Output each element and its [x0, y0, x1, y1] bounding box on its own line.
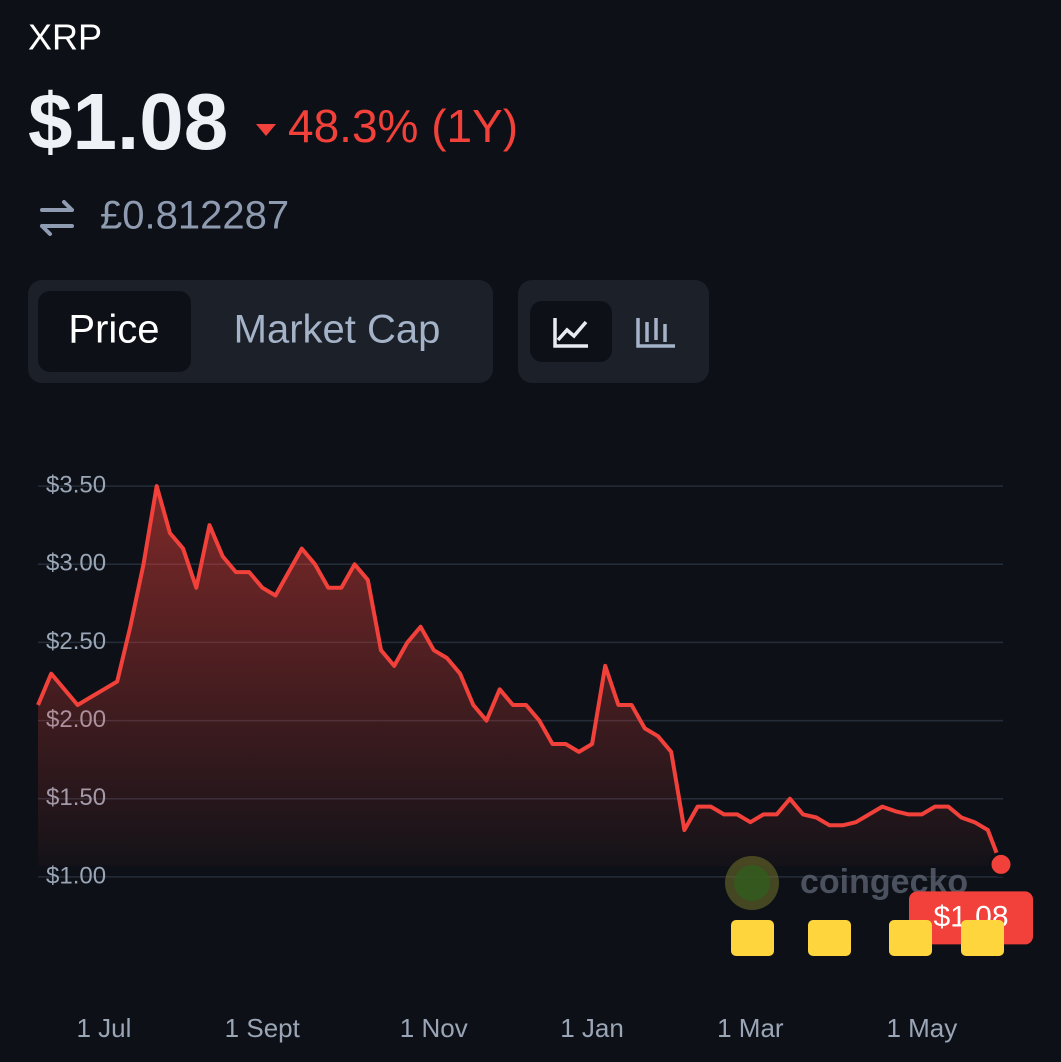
line-icon: [553, 318, 588, 348]
tab-price[interactable]: Price: [68, 308, 159, 352]
watermark-logo: [725, 856, 779, 910]
price-change: 48.3% (1Y): [288, 100, 518, 152]
x-tick-label: 1 Jan: [560, 1013, 624, 1043]
y-tick-label: $3.00: [46, 550, 106, 577]
x-tick-label: 1 May: [886, 1013, 957, 1043]
asset-name: XRP: [28, 17, 102, 58]
candle-icon[interactable]: [636, 318, 675, 348]
event-markers[interactable]: [731, 920, 1004, 956]
price: $1.08: [28, 77, 228, 166]
last-point: [988, 851, 1014, 877]
x-tick-label: 1 Mar: [717, 1013, 784, 1043]
price-line: [36, 484, 1003, 866]
tab-market-cap[interactable]: Market Cap: [234, 308, 441, 352]
x-tick-label: 1 Sept: [225, 1013, 301, 1043]
down-arrow: [256, 124, 276, 136]
converted-price: £0.812287: [100, 194, 289, 238]
x-tick-label: 1 Nov: [400, 1013, 468, 1043]
tab-selected: [38, 291, 191, 372]
y-tick-label: $3.50: [46, 471, 106, 498]
area: [38, 486, 1001, 866]
y-tick-label: $2.50: [46, 628, 106, 655]
x-tick-label: 1 Jul: [76, 1013, 131, 1043]
swap-icon: [40, 200, 74, 236]
y-tick-label: $1.00: [46, 862, 106, 889]
